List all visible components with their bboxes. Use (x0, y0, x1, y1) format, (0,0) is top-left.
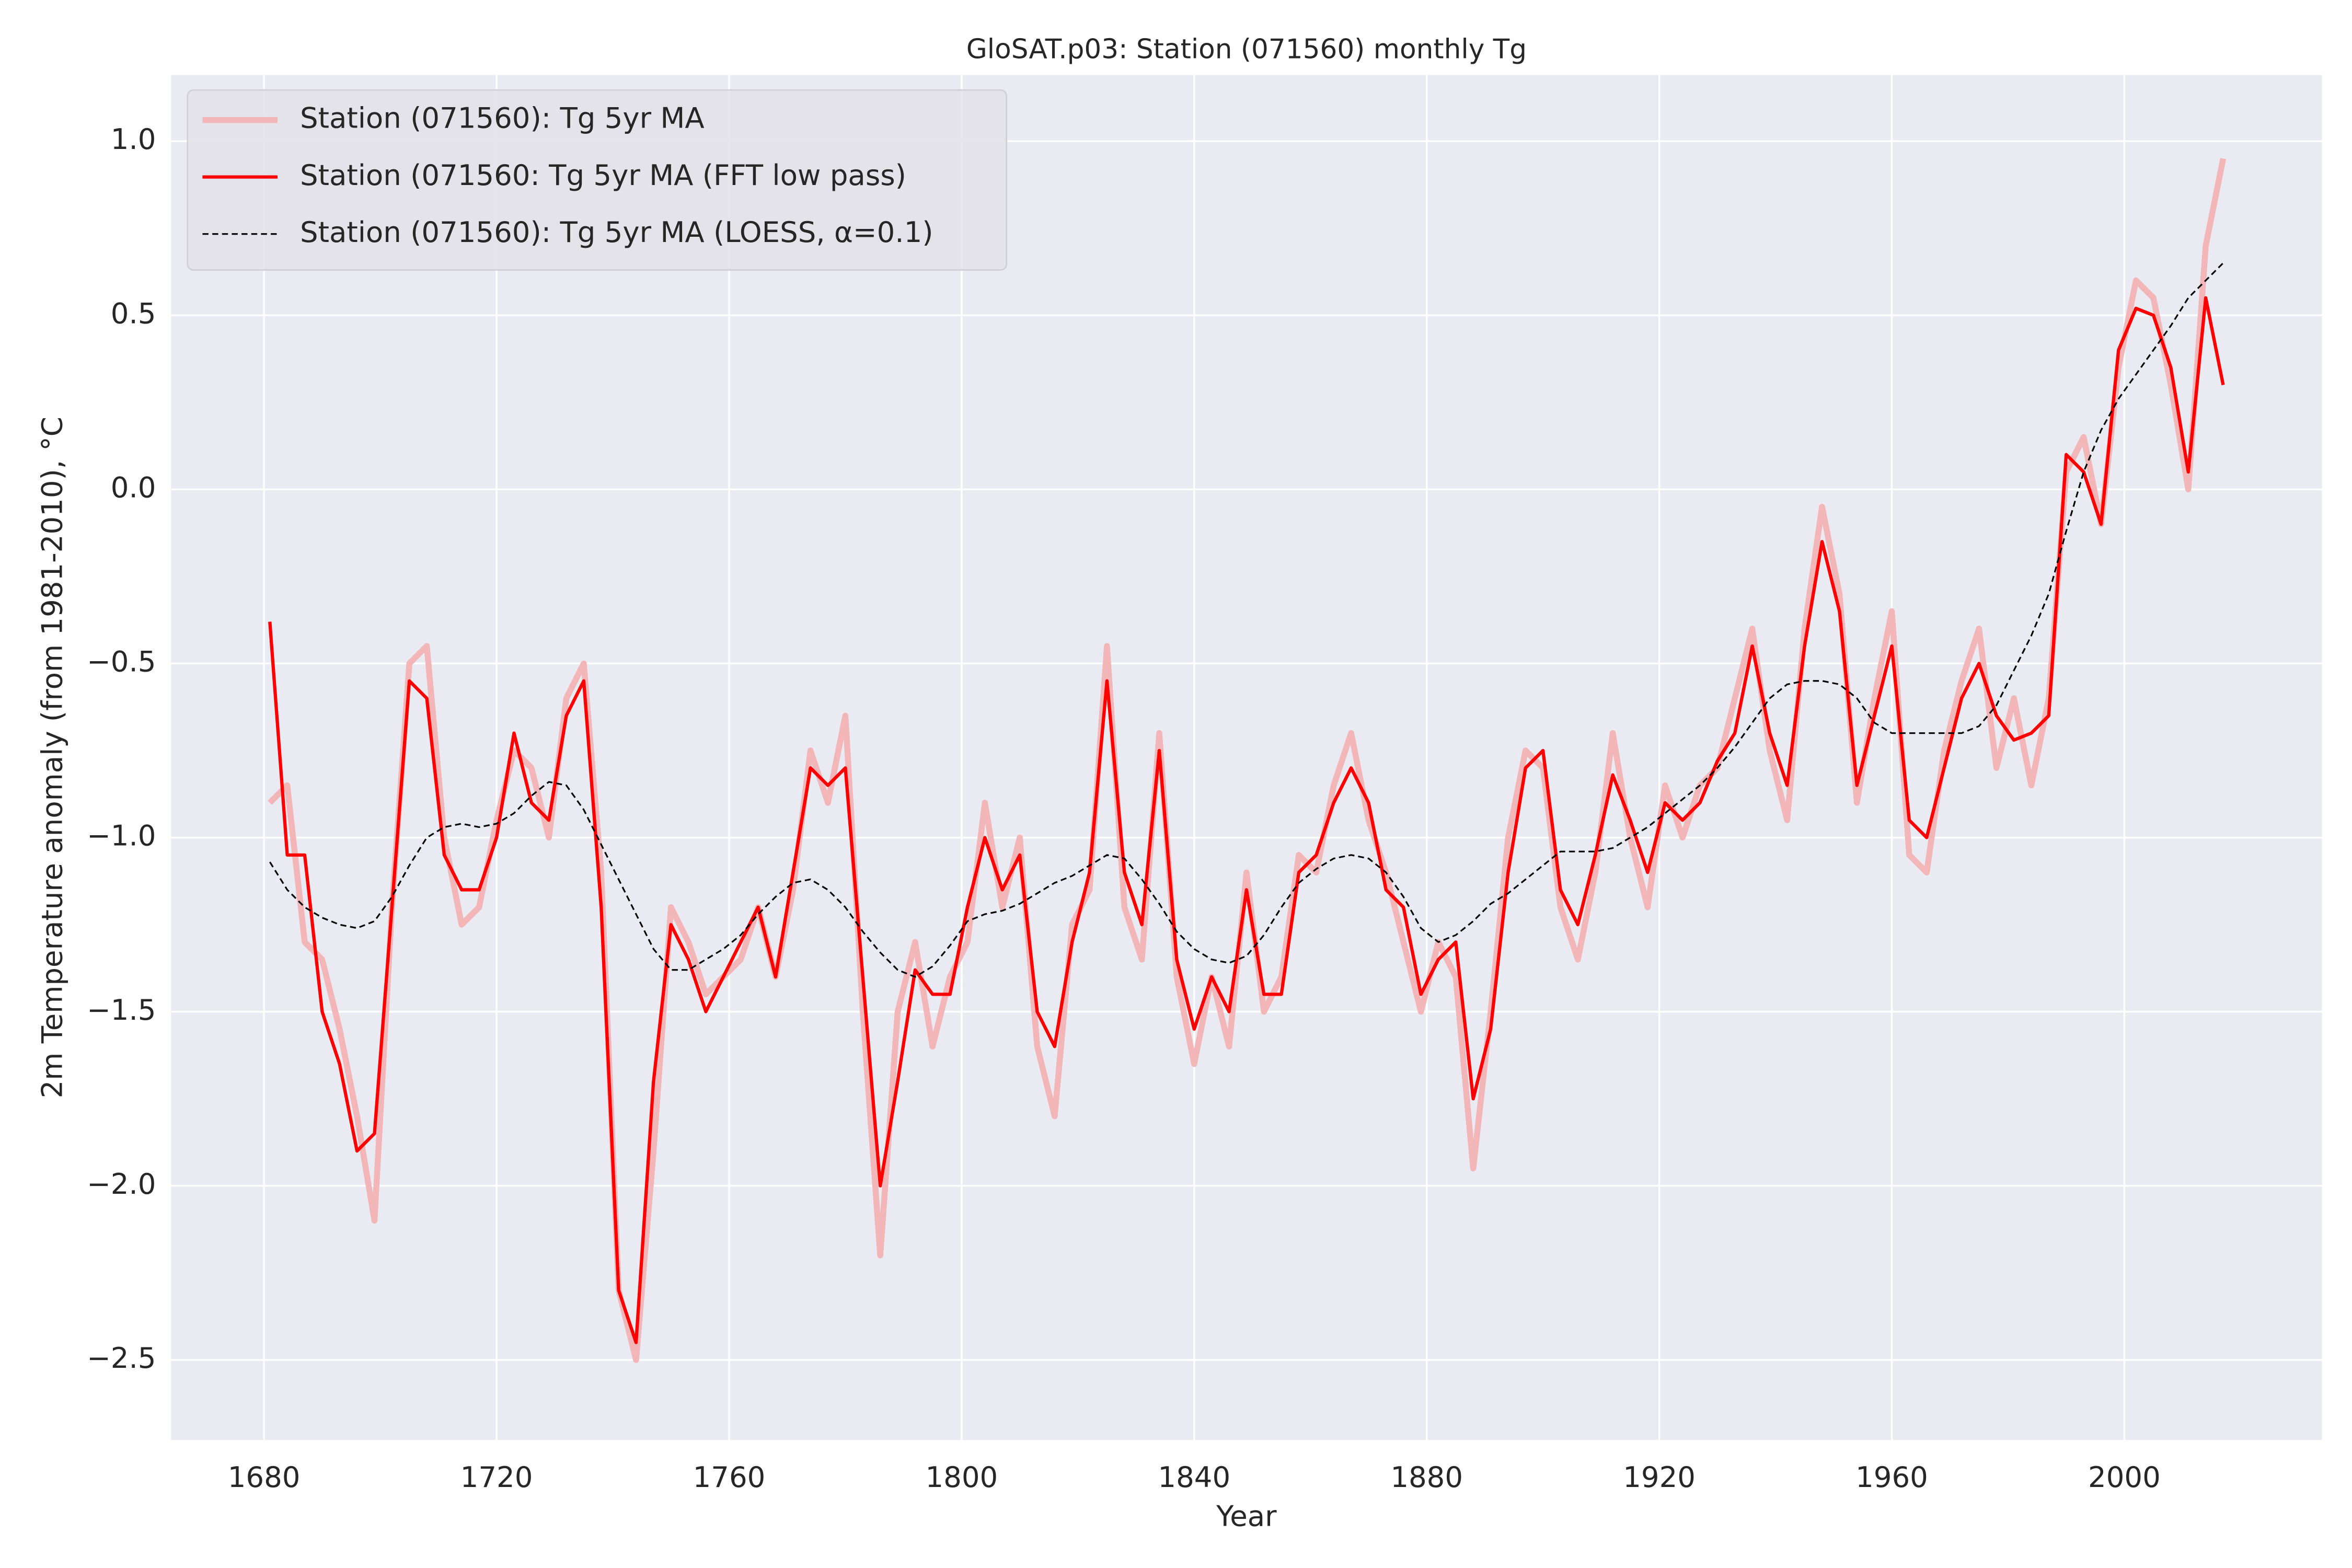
legend-label: Station (071560): Tg 5yr MA (LOESS, α=0.… (300, 215, 933, 249)
y-tick-label: −0.5 (87, 645, 156, 678)
x-axis-label: Year (1216, 1499, 1277, 1532)
y-axis-label: 2m Temperature anomaly (from 1981-2010),… (35, 417, 68, 1098)
y-tick-label: −1.5 (87, 993, 156, 1027)
x-tick-label: 1720 (460, 1460, 533, 1494)
legend-label: Station (071560): Tg 5yr MA (300, 101, 705, 135)
x-tick-label: 1840 (1158, 1460, 1230, 1494)
y-tick-label: −2.5 (87, 1341, 156, 1375)
y-tick-label: 0.5 (111, 296, 156, 330)
y-tick-label: 0.0 (111, 470, 156, 504)
x-tick-label: 2000 (2088, 1460, 2161, 1494)
y-tick-label: −1.0 (87, 819, 156, 852)
x-tick-label: 1680 (228, 1460, 301, 1494)
series-line (268, 296, 2225, 1344)
legend-label: Station (071560: Tg 5yr MA (FFT low pass… (300, 158, 906, 192)
legend: Station (071560): Tg 5yr MA Station (0715… (187, 89, 1008, 271)
chart-title: GloSAT.p03: Station (071560) monthly Tg (966, 34, 1527, 65)
x-tick-label: 1880 (1390, 1460, 1463, 1494)
x-tick-label: 1920 (1623, 1460, 1696, 1494)
plot-area (171, 75, 2322, 1440)
x-tick-label: 1960 (1855, 1460, 1928, 1494)
legend-box (187, 89, 1008, 271)
x-tick-label: 1800 (925, 1460, 998, 1494)
y-tick-label: −2.0 (87, 1167, 156, 1201)
y-tick-label: 1.0 (111, 122, 156, 156)
x-tick-label: 1760 (693, 1460, 766, 1494)
